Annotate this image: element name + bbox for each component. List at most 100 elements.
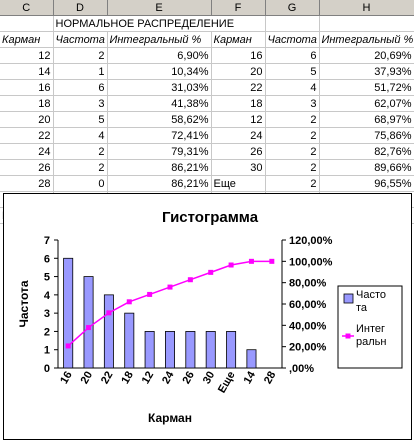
table-cell[interactable]: 2	[53, 143, 108, 160]
y2-tick-label: 80,00%	[289, 278, 327, 290]
table-cell[interactable]: 0	[53, 175, 108, 192]
column-header-c[interactable]: C	[0, 0, 54, 16]
y-tick-label: 0	[44, 363, 50, 375]
histogram-chart[interactable]: Гистограмма 0 1 2 3 4 5 6 7,00% 20,00% 40,00% 60,00…	[3, 193, 412, 440]
table-cell[interactable]: 4	[265, 79, 320, 96]
table-cell[interactable]: 30	[211, 159, 266, 176]
table-cell[interactable]: 2	[265, 143, 320, 160]
table-cell[interactable]: 6	[53, 79, 108, 96]
table-cell[interactable]: 82,76%	[319, 143, 414, 160]
table-cell[interactable]: 58,62%	[107, 111, 212, 128]
table-cell[interactable]: 62,07%	[319, 95, 414, 112]
table-cell[interactable]: 4	[53, 127, 108, 144]
table-cell[interactable]: 37,93%	[319, 63, 414, 80]
line-point	[86, 325, 92, 331]
bar	[124, 312, 135, 369]
sheet-title-cell[interactable]: НОРМАЛЬНОЕ РАСПРЕДЕЛЕНИЕ	[53, 15, 266, 32]
table-cell[interactable]: 26	[211, 143, 266, 160]
table-cell[interactable]: 10,34%	[107, 63, 212, 80]
table-cell[interactable]: 20	[0, 111, 54, 128]
table-cell[interactable]: 2	[265, 159, 320, 176]
table-cell[interactable]: 68,97%	[319, 111, 414, 128]
x-tick-label: 20	[79, 370, 96, 387]
table-cell[interactable]: 22	[0, 127, 54, 144]
table-cell[interactable]: 2	[53, 47, 108, 64]
table-cell[interactable]: 2	[265, 111, 320, 128]
table-row: 26 2 86,21% 30 2 89,66%	[0, 159, 414, 176]
table-cell[interactable]: 18	[211, 95, 266, 112]
table-cell[interactable]: 96,55%	[319, 175, 414, 192]
table-cell[interactable]: 22	[211, 79, 266, 96]
table-cell[interactable]: 12	[0, 47, 54, 64]
table-cell[interactable]: 28	[0, 175, 54, 192]
table-row: 14 1 10,34% 20 5 37,93%	[0, 63, 414, 80]
chart-canvas: Гистограмма01234567,00%20,00%40,00%60,00…	[17, 209, 403, 425]
table-cell[interactable]: 16	[211, 47, 266, 64]
table-cell[interactable]: 6,90%	[107, 47, 212, 64]
table-cell[interactable]: 89,66%	[319, 159, 414, 176]
table-cell[interactable]: 41,38%	[107, 95, 212, 112]
table-cell[interactable]: 1	[53, 63, 108, 80]
table-cell[interactable]: 3	[265, 95, 320, 112]
table-cell[interactable]: 75,86%	[319, 127, 414, 144]
legend-label-cumulative: Интег ральн	[356, 323, 386, 348]
table-cell[interactable]: 16	[0, 79, 54, 96]
column-header-d[interactable]: D	[53, 0, 108, 16]
table-cell[interactable]: 3	[53, 95, 108, 112]
table-cell[interactable]: 20,69%	[319, 47, 414, 64]
x-tick-label: 14	[242, 369, 259, 386]
x-tick-label: 28	[262, 370, 279, 387]
cell[interactable]	[0, 15, 54, 32]
y2-tick-label: 100,00%	[289, 256, 333, 268]
line-point	[228, 262, 234, 268]
line-point	[167, 284, 173, 290]
x-axis-title: Карман	[148, 411, 192, 425]
table-cell[interactable]: 2	[53, 159, 108, 176]
header-cell[interactable]: Интегральный %	[107, 31, 212, 48]
header-cell[interactable]: Интегральный %	[319, 31, 414, 48]
table-cell[interactable]: 18	[0, 95, 54, 112]
header-cell[interactable]: Карман	[211, 31, 266, 48]
table-cell[interactable]: 51,72%	[319, 79, 414, 96]
header-cell[interactable]: Частота	[53, 31, 108, 48]
table-cell[interactable]: Еще	[211, 175, 266, 192]
table-cell[interactable]: 12	[211, 111, 266, 128]
y2-tick-label: 40,00%	[289, 320, 327, 332]
cell[interactable]	[265, 15, 320, 32]
table-cell[interactable]: 79,31%	[107, 143, 212, 160]
table-cell[interactable]: 24	[211, 127, 266, 144]
table-row: 16 6 31,03% 22 4 51,72%	[0, 79, 414, 96]
table-cell[interactable]: 86,21%	[107, 159, 212, 176]
cell[interactable]	[319, 15, 414, 32]
table-cell[interactable]: 2	[265, 175, 320, 192]
table-cell[interactable]: 86,21%	[107, 175, 212, 192]
column-header-e[interactable]: E	[107, 0, 212, 16]
table-cell[interactable]: 2	[265, 127, 320, 144]
header-cell[interactable]: Карман	[0, 31, 54, 48]
table-cell[interactable]: 31,03%	[107, 79, 212, 96]
column-header-row: C D E F G H	[0, 0, 414, 16]
column-header-f[interactable]: F	[211, 0, 266, 16]
column-header-g[interactable]: G	[265, 0, 320, 16]
header-cell[interactable]: Частота	[265, 31, 320, 48]
table-cell[interactable]: 14	[0, 63, 54, 80]
x-tick-label: 12	[140, 370, 157, 387]
table-cell[interactable]: 20	[211, 63, 266, 80]
y-tick-label: 5	[44, 272, 50, 284]
table-cell[interactable]: 5	[265, 63, 320, 80]
table-cell[interactable]: 72,41%	[107, 127, 212, 144]
x-tick-label: Еще	[216, 370, 238, 396]
table-row: 22 4 72,41% 24 2 75,86%	[0, 127, 414, 144]
bar	[205, 331, 216, 369]
bar	[246, 349, 257, 369]
y2-tick-label: 120,00%	[289, 235, 333, 247]
table-cell[interactable]: 24	[0, 143, 54, 160]
table-cell[interactable]: 26	[0, 159, 54, 176]
column-header-h[interactable]: H	[319, 0, 414, 16]
table-cell[interactable]: 5	[53, 111, 108, 128]
x-tick-label: 18	[119, 370, 136, 387]
line-point	[126, 299, 132, 305]
table-cell[interactable]: 6	[265, 47, 320, 64]
x-tick-label: 26	[180, 370, 197, 387]
y2-tick-label: ,00%	[289, 363, 314, 375]
